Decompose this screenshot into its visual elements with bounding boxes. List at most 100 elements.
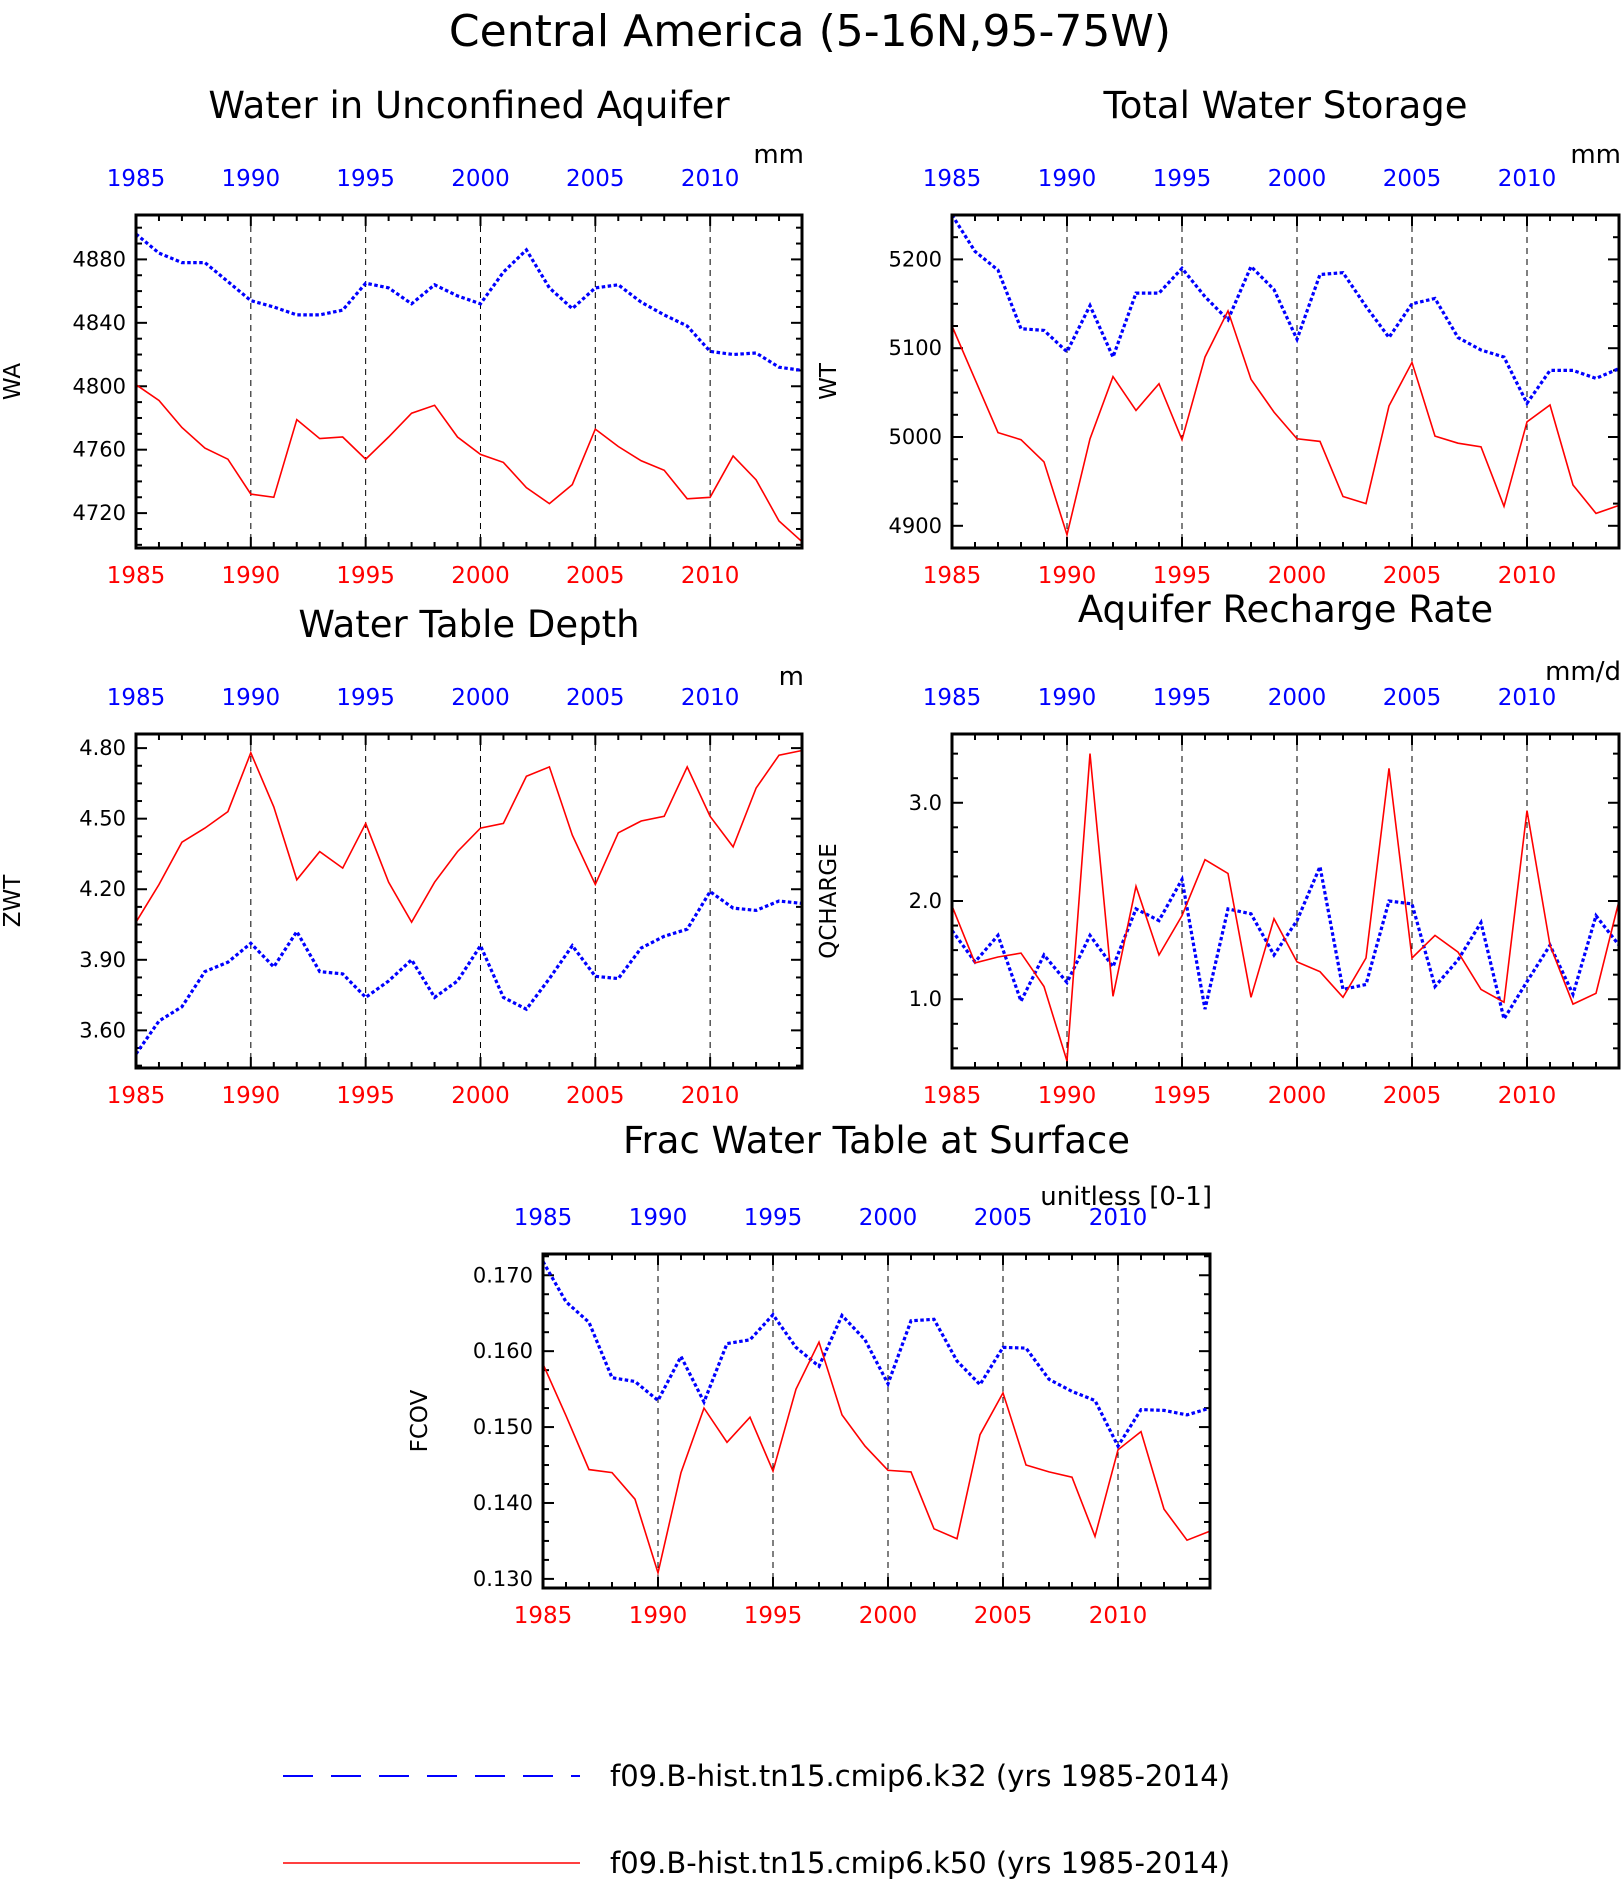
y-tick-label: 5100 — [889, 336, 942, 360]
series-line-k50 — [135, 749, 803, 924]
x-tick-label-bottom: 2010 — [1498, 563, 1557, 589]
panel-1: Total Water Storage mm WT 1985 1985 1990 1990 1… — [816, 84, 1621, 589]
x-tick-label-top: 1995 — [336, 685, 395, 711]
y-axis-label: QCHARGE — [816, 843, 842, 959]
units-label: m — [779, 662, 804, 692]
legend: f09.B-hist.tn15.cmip6.k32 (yrs 1985-2014… — [283, 1759, 1230, 1880]
x-tick-label-bottom: 2000 — [451, 563, 510, 589]
y-tick-label: 0.160 — [473, 1339, 533, 1363]
x-tick-label-bottom: 2000 — [1268, 1083, 1327, 1109]
x-tick-label-top: 2010 — [681, 166, 740, 192]
x-tick-label-bottom: 2005 — [1383, 1083, 1442, 1109]
x-tick-label-bottom: 2010 — [1498, 1083, 1557, 1109]
plot-frame — [950, 213, 1621, 550]
x-tick-label-top: 1985 — [923, 685, 982, 711]
y-tick-label: 1.0 — [909, 987, 942, 1011]
plot-frame — [134, 213, 804, 550]
x-tick-label-top: 1985 — [107, 685, 166, 711]
panel-title: Frac Water Table at Surface — [623, 1119, 1130, 1162]
x-tick-label-bottom: 1990 — [222, 1083, 281, 1109]
y-tick-label: 4.80 — [79, 736, 126, 760]
x-tick-label-top: 2010 — [1498, 685, 1557, 711]
y-tick-label: 0.170 — [473, 1263, 533, 1287]
x-tick-label-top: 1995 — [1153, 685, 1212, 711]
y-tick-label: 4800 — [73, 374, 126, 398]
y-tick-label: 3.0 — [909, 791, 942, 815]
panel-2: Water Table Depth m ZWT 1985 1985 1990 1990 199… — [0, 603, 804, 1109]
x-tick-label-top: 2000 — [1268, 166, 1327, 192]
x-tick-label-bottom: 2000 — [1268, 563, 1327, 589]
x-tick-label-bottom: 1995 — [336, 563, 395, 589]
figure-title: Central America (5-16N,95-75W) — [449, 6, 1171, 57]
y-tick-label: 0.140 — [473, 1491, 533, 1515]
y-axis-label: ZWT — [0, 874, 26, 927]
x-tick-label-top: 1995 — [1153, 166, 1212, 192]
y-tick-label: 2.0 — [909, 889, 942, 913]
y-tick-label: 0.130 — [473, 1567, 533, 1591]
y-tick-label: 4.50 — [79, 807, 126, 831]
x-tick-label-top: 1990 — [1038, 166, 1097, 192]
x-tick-label-top: 2005 — [974, 1205, 1033, 1231]
x-tick-label-bottom: 2010 — [681, 1083, 740, 1109]
series-line-k32 — [134, 232, 803, 372]
y-tick-label: 5000 — [889, 425, 942, 449]
y-tick-label: 3.60 — [79, 1018, 126, 1042]
x-tick-label-top: 2005 — [566, 685, 625, 711]
series-line-k32 — [950, 214, 1620, 407]
x-tick-label-bottom: 1995 — [1153, 1083, 1212, 1109]
y-tick-label: 0.150 — [473, 1415, 533, 1439]
x-tick-label-bottom: 1990 — [222, 563, 281, 589]
y-tick-label: 4.20 — [79, 877, 126, 901]
x-tick-label-top: 2010 — [1089, 1205, 1148, 1231]
x-tick-label-bottom: 2000 — [451, 1083, 510, 1109]
x-tick-label-top: 1995 — [744, 1205, 803, 1231]
x-tick-label-top: 2010 — [681, 685, 740, 711]
x-tick-label-top: 2010 — [1498, 166, 1557, 192]
x-tick-label-top: 1990 — [222, 685, 281, 711]
x-tick-label-top: 1995 — [336, 166, 395, 192]
x-tick-label-bottom: 1990 — [1038, 563, 1097, 589]
series-line-k32 — [134, 889, 803, 1055]
panel-title: Total Water Storage — [1102, 84, 1467, 127]
x-tick-label-bottom: 1985 — [923, 563, 982, 589]
series-line-k50 — [951, 753, 1620, 1062]
y-axis-label: WT — [816, 362, 842, 400]
x-tick-label-top: 1985 — [923, 166, 982, 192]
panel-0: Water in Unconfined Aquifer mm WA 1985 1985 1… — [0, 84, 804, 589]
x-tick-label-bottom: 2010 — [1089, 1603, 1148, 1629]
x-tick-label-bottom: 1985 — [107, 1083, 166, 1109]
x-tick-label-bottom: 1995 — [1153, 563, 1212, 589]
x-tick-label-top: 1990 — [629, 1205, 688, 1231]
x-tick-label-top: 1985 — [107, 166, 166, 192]
x-tick-label-top: 1990 — [222, 166, 281, 192]
x-tick-label-bottom: 2005 — [566, 563, 625, 589]
x-tick-label-top: 2005 — [1383, 166, 1442, 192]
plot-frame — [134, 732, 804, 1070]
y-axis-label: WA — [0, 363, 26, 400]
series-line-k50 — [135, 384, 803, 543]
y-tick-label: 4880 — [73, 247, 126, 271]
y-tick-label: 4760 — [73, 438, 126, 462]
units-label: unitless [0-1] — [1040, 1182, 1212, 1212]
x-tick-label-bottom: 1995 — [336, 1083, 395, 1109]
y-axis-label: FCOV — [407, 1389, 433, 1452]
units-label: mm — [753, 140, 804, 170]
units-label: mm/d — [1545, 657, 1621, 687]
x-tick-label-top: 2000 — [1268, 685, 1327, 711]
x-tick-label-bottom: 1985 — [514, 1603, 573, 1629]
x-tick-label-bottom: 1995 — [744, 1603, 803, 1629]
panel-4: Frac Water Table at Surface unitless [0-1… — [407, 1119, 1212, 1629]
series-line-k50 — [951, 308, 1620, 538]
units-label: mm — [1570, 140, 1621, 170]
panel-title: Water in Unconfined Aquifer — [208, 84, 730, 127]
y-tick-label: 4840 — [73, 311, 126, 335]
x-tick-label-top: 2005 — [1383, 685, 1442, 711]
x-tick-label-top: 2005 — [566, 166, 625, 192]
plot-frame — [950, 732, 1621, 1070]
series-line-k50 — [542, 1339, 1211, 1576]
x-tick-label-bottom: 2005 — [974, 1603, 1033, 1629]
series-line-k32 — [541, 1260, 1211, 1450]
x-tick-label-bottom: 1990 — [629, 1603, 688, 1629]
x-tick-label-top: 2000 — [451, 685, 510, 711]
